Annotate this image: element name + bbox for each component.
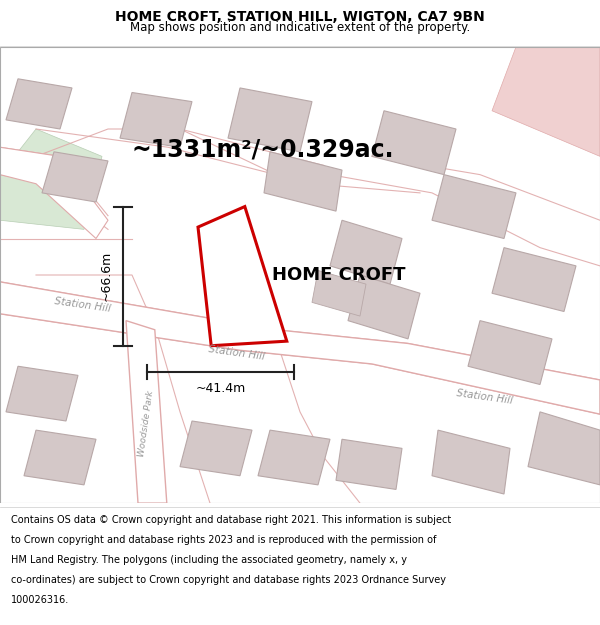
Text: HM Land Registry. The polygons (including the associated geometry, namely x, y: HM Land Registry. The polygons (includin… bbox=[11, 555, 407, 565]
Text: ~66.6m: ~66.6m bbox=[99, 251, 112, 301]
Polygon shape bbox=[468, 321, 552, 384]
Polygon shape bbox=[336, 439, 402, 489]
Polygon shape bbox=[24, 430, 96, 485]
Text: Map shows position and indicative extent of the property.: Map shows position and indicative extent… bbox=[130, 21, 470, 34]
Polygon shape bbox=[348, 275, 420, 339]
Polygon shape bbox=[120, 92, 192, 148]
Polygon shape bbox=[0, 282, 600, 414]
Text: Woodside Park: Woodside Park bbox=[137, 389, 155, 457]
Text: to Crown copyright and database rights 2023 and is reproduced with the permissio: to Crown copyright and database rights 2… bbox=[11, 535, 436, 545]
Text: Station Hill: Station Hill bbox=[208, 344, 266, 362]
Text: HOME CROFT: HOME CROFT bbox=[272, 266, 406, 284]
Polygon shape bbox=[0, 129, 102, 229]
Polygon shape bbox=[492, 47, 600, 156]
Polygon shape bbox=[126, 321, 167, 503]
Polygon shape bbox=[312, 271, 366, 316]
Polygon shape bbox=[528, 412, 600, 485]
Text: ~41.4m: ~41.4m bbox=[196, 382, 245, 395]
Polygon shape bbox=[432, 174, 516, 239]
Text: HOME CROFT, STATION HILL, WIGTON, CA7 9BN: HOME CROFT, STATION HILL, WIGTON, CA7 9B… bbox=[115, 10, 485, 24]
Text: 100026316.: 100026316. bbox=[11, 595, 69, 605]
Text: Contains OS data © Crown copyright and database right 2021. This information is : Contains OS data © Crown copyright and d… bbox=[11, 515, 451, 525]
Text: Station Hill: Station Hill bbox=[456, 388, 514, 406]
Text: co-ordinates) are subject to Crown copyright and database rights 2023 Ordnance S: co-ordinates) are subject to Crown copyr… bbox=[11, 575, 446, 585]
Polygon shape bbox=[42, 152, 108, 202]
Text: ~1331m²/~0.329ac.: ~1331m²/~0.329ac. bbox=[132, 138, 395, 161]
Polygon shape bbox=[492, 248, 576, 311]
Polygon shape bbox=[264, 152, 342, 211]
Polygon shape bbox=[6, 79, 72, 129]
Polygon shape bbox=[372, 111, 456, 174]
Polygon shape bbox=[432, 430, 510, 494]
Polygon shape bbox=[0, 148, 108, 239]
Text: Station Hill: Station Hill bbox=[54, 296, 112, 314]
Polygon shape bbox=[198, 206, 287, 346]
Polygon shape bbox=[258, 430, 330, 485]
Polygon shape bbox=[228, 88, 312, 152]
Polygon shape bbox=[6, 366, 78, 421]
Polygon shape bbox=[330, 220, 402, 284]
Polygon shape bbox=[180, 421, 252, 476]
